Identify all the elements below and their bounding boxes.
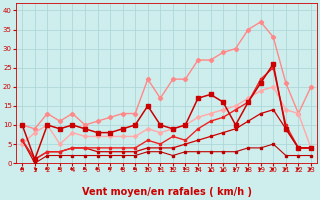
X-axis label: Vent moyen/en rafales ( km/h ): Vent moyen/en rafales ( km/h ) bbox=[82, 187, 252, 197]
